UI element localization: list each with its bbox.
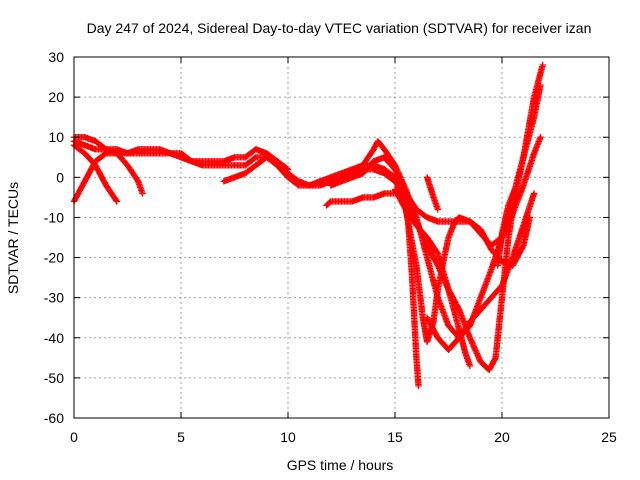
y-tick-label: 0 xyxy=(56,169,64,185)
y-tick-label: 30 xyxy=(48,49,64,65)
y-tick-label: -10 xyxy=(44,209,64,225)
series-markers xyxy=(423,190,538,353)
tick-layer: 0 5 10 15 20 25 -60 -50 -40 -30 -20 -10 0 10 20 30 xyxy=(44,49,617,445)
chart-title: Day 247 of 2024, Sidereal Day-to-day VTE… xyxy=(87,20,592,36)
x-tick-label: 15 xyxy=(387,429,403,445)
y-tick-label: 10 xyxy=(48,129,64,145)
series-track-13 xyxy=(494,186,518,269)
x-tick-label: 5 xyxy=(177,429,185,445)
y-tick-label: -40 xyxy=(44,330,64,346)
y-tick-label: -20 xyxy=(44,250,64,266)
series-track-5 xyxy=(220,154,292,185)
x-tick-label: 20 xyxy=(494,429,510,445)
series-track-12 xyxy=(423,174,441,213)
y-tick-label: -60 xyxy=(44,410,64,426)
x-tick-label: 25 xyxy=(601,429,617,445)
series-markers xyxy=(220,154,292,185)
y-axis-title: SDTVAR / TECUs xyxy=(5,182,21,294)
plot-frame xyxy=(73,56,610,419)
y-tick-label: 20 xyxy=(48,89,64,105)
y-tick-label: -30 xyxy=(44,290,64,306)
y-tick-label: -50 xyxy=(44,370,64,386)
series-markers xyxy=(423,174,441,213)
x-tick-label: 10 xyxy=(280,429,296,445)
series-track-6 xyxy=(323,190,399,209)
data-layer xyxy=(70,61,546,390)
series-markers xyxy=(494,186,518,269)
x-tick-label: 0 xyxy=(70,429,78,445)
series-markers xyxy=(323,190,399,209)
x-axis-title: GPS time / hours xyxy=(287,457,394,473)
series-track-11 xyxy=(423,190,538,353)
